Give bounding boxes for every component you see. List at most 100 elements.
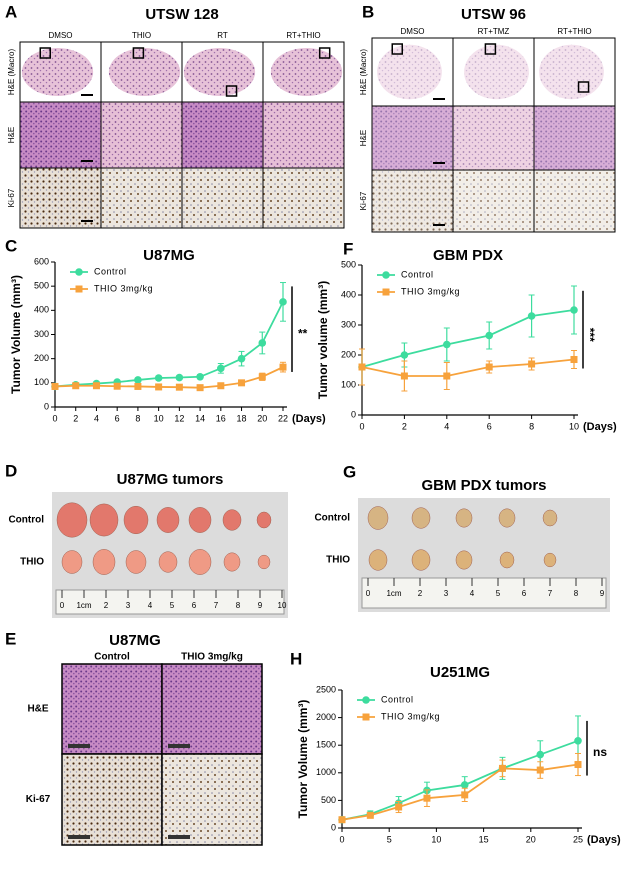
row-label: THIO — [326, 555, 350, 566]
tumor — [256, 511, 272, 529]
data-point — [574, 761, 582, 769]
ruler-label: 1cm — [76, 601, 91, 610]
tumor — [156, 507, 180, 533]
x-tick-label: 2 — [73, 413, 78, 423]
data-point — [536, 750, 545, 759]
micrograph — [534, 170, 615, 232]
data-point — [237, 354, 246, 363]
y-tick-label: 400 — [341, 289, 356, 299]
tissue-section — [464, 44, 529, 100]
roi-box — [577, 81, 590, 93]
y-axis-label: Tumor volume (mm³) — [316, 281, 330, 399]
tumor — [89, 503, 119, 537]
column-label: RT — [217, 31, 228, 40]
x-tick-label: 16 — [216, 413, 226, 423]
x-tick-label: 0 — [52, 413, 57, 423]
ruler-label: 2 — [418, 589, 423, 598]
row-label: Ki-67 — [359, 191, 368, 210]
micrograph — [372, 106, 453, 170]
micrograph — [20, 102, 101, 168]
ruler-label: 1cm — [386, 589, 401, 598]
significance-label: *** — [583, 328, 597, 342]
data-point — [395, 803, 403, 811]
y-tick-label: 500 — [34, 281, 49, 291]
data-point — [217, 364, 225, 373]
micrograph — [61, 753, 163, 846]
x-tick-label: 10 — [431, 834, 441, 844]
ruler-label: 9 — [258, 601, 263, 610]
x-tick-label: 25 — [573, 834, 583, 844]
data-point — [155, 383, 163, 391]
ruler-label: 10 — [278, 601, 287, 610]
data-point — [485, 331, 494, 340]
tumor — [498, 508, 516, 528]
series-line — [361, 358, 575, 377]
scale-bar — [168, 744, 190, 748]
row-label: H&E (Macro) — [7, 49, 16, 96]
y-tick-label: 600 — [34, 256, 49, 266]
legend-label: THIO 3mg/kg — [401, 286, 460, 296]
column-label: THIO 3mg/kg — [181, 652, 243, 663]
x-tick-label: 12 — [174, 413, 184, 423]
data-point — [423, 794, 431, 802]
row-label: Ki-67 — [26, 794, 51, 805]
x-tick-label: 6 — [487, 421, 492, 431]
roi-box — [132, 47, 145, 59]
data-point — [527, 312, 536, 320]
column-label: DMSO — [401, 27, 425, 36]
ruler-label: 6 — [522, 589, 527, 598]
micrograph — [182, 168, 263, 228]
data-point — [92, 382, 100, 390]
tumor — [222, 509, 242, 531]
row-label: H&E — [359, 130, 368, 146]
legend-marker — [362, 696, 370, 704]
roi-box — [39, 47, 51, 59]
series-line — [341, 739, 579, 821]
legend-label: THIO 3mg/kg — [94, 283, 153, 293]
ruler-label: 9 — [600, 589, 605, 598]
panel-letter: H — [290, 649, 302, 668]
x-tick-label: 10 — [154, 413, 164, 423]
legend-marker — [382, 288, 390, 296]
x-tick-label: 6 — [115, 413, 120, 423]
data-point — [443, 340, 451, 349]
data-point — [279, 298, 287, 306]
data-point — [196, 372, 204, 381]
ruler-label: 5 — [496, 589, 501, 598]
data-point — [443, 372, 451, 380]
data-point — [217, 382, 225, 390]
ruler-label: 4 — [148, 601, 153, 610]
data-point — [400, 372, 408, 380]
micrograph — [161, 753, 263, 846]
micrograph — [453, 170, 534, 232]
column-label: DMSO — [49, 31, 73, 40]
x-tick-label: 8 — [529, 421, 534, 431]
y-tick-label: 0 — [331, 822, 336, 832]
panel-title: U87MG — [109, 632, 161, 649]
roi-box — [391, 43, 403, 55]
column-label: RT+TMZ — [478, 27, 510, 36]
data-point — [366, 811, 374, 819]
x-tick-label: 2 — [402, 421, 407, 431]
data-point — [460, 781, 469, 789]
y-tick-label: 300 — [34, 329, 49, 339]
significance-label: ** — [298, 327, 308, 341]
x-tick-label: 22 — [278, 413, 288, 423]
y-tick-label: 200 — [341, 349, 356, 359]
ruler-label: 0 — [366, 589, 371, 598]
tissue-section — [270, 48, 343, 96]
tumor — [223, 552, 241, 572]
data-point — [154, 374, 163, 382]
y-tick-label: 1000 — [316, 767, 336, 777]
x-tick-label: 14 — [195, 413, 205, 423]
panel-letter: F — [343, 239, 353, 258]
y-tick-label: 1500 — [316, 740, 336, 750]
legend-marker — [75, 268, 83, 276]
panel-letter: B — [362, 2, 374, 21]
tumor — [368, 549, 388, 571]
series-line — [54, 301, 284, 388]
tumor — [61, 550, 83, 574]
panel-letter: C — [5, 236, 17, 255]
x-tick-label: 20 — [257, 413, 267, 423]
